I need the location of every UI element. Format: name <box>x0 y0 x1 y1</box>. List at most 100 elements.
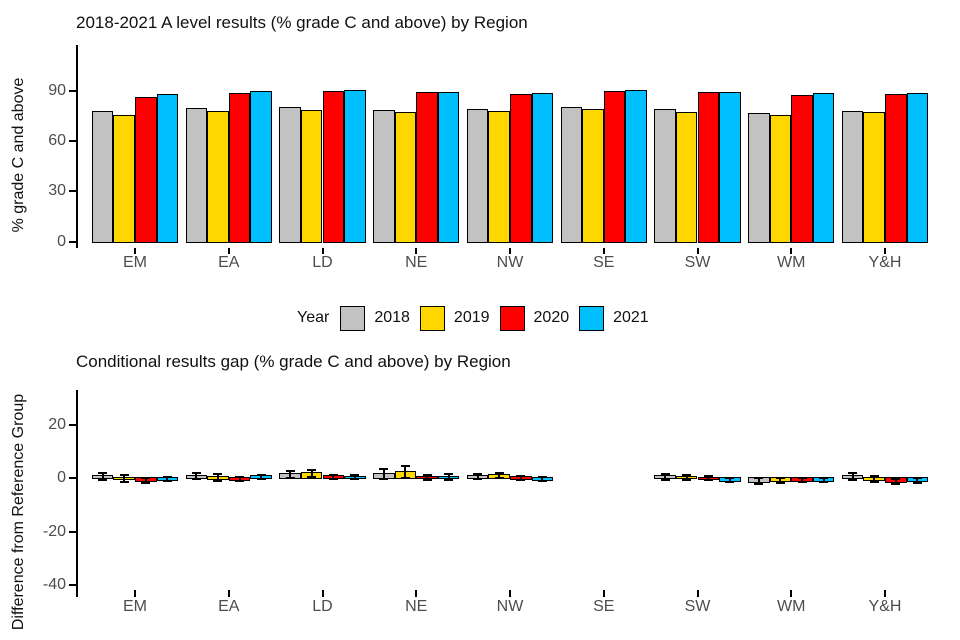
error-bar-2018-LD <box>289 470 292 479</box>
y-tick <box>69 477 76 479</box>
error-cap-top <box>494 471 504 474</box>
error-bar-2019-NE <box>404 466 407 478</box>
x-tick-label: SE <box>593 598 615 615</box>
error-cap-bottom <box>473 478 483 481</box>
error-cap-top <box>119 474 129 477</box>
error-bar-2018-WM <box>757 478 760 485</box>
bar-2020-SW <box>697 92 720 244</box>
bar-2019-EM <box>113 115 135 244</box>
error-cap-bottom <box>703 479 713 482</box>
x-tick-label: NW <box>496 254 524 271</box>
y-tick-label: 0 <box>57 469 66 486</box>
bar-2019-LD <box>300 109 323 244</box>
y-tick-label: 90 <box>48 81 66 99</box>
x-tick <box>602 590 605 597</box>
x-tick-label: SE <box>593 254 615 271</box>
error-cap-bottom <box>891 483 901 486</box>
x-tick <box>696 247 699 254</box>
error-bar-2021-EA <box>260 474 263 480</box>
error-bar-2018-Y&H <box>851 473 854 480</box>
legend-swatch-2020 <box>499 305 525 331</box>
error-bar-2019-Y&H <box>873 476 876 482</box>
error-cap-top <box>775 476 785 479</box>
error-cap-bottom <box>379 478 389 481</box>
error-bar-2021-EM <box>166 476 169 482</box>
error-bar-2020-Y&H <box>894 479 897 485</box>
error-bar-2021-LD <box>353 475 356 480</box>
x-tick <box>134 247 136 254</box>
legend-swatch-2019 <box>419 305 445 331</box>
x-tick-label: SW <box>684 598 711 615</box>
legend-label: 2019 <box>453 309 490 326</box>
x-tick-label: NE <box>405 254 428 271</box>
x-tick-label: EA <box>218 598 240 615</box>
error-cap-top <box>328 473 338 476</box>
error-cap-bottom <box>775 482 785 485</box>
y-tick-label: 30 <box>48 182 66 200</box>
error-cap-bottom <box>848 478 858 481</box>
error-bar-2019-LD <box>310 469 313 477</box>
error-cap-top <box>912 477 922 480</box>
y-tick-label: -40 <box>42 576 66 593</box>
x-tick <box>509 247 511 254</box>
x-tick <box>884 247 886 254</box>
bar-2020-Y&H <box>885 94 907 244</box>
error-cap-top <box>307 468 317 471</box>
bar-2019-SE <box>582 108 604 244</box>
x-tick-label: WM <box>777 254 806 271</box>
x-tick-label: Y&H <box>868 254 902 271</box>
bar-2019-NE <box>394 111 417 244</box>
y-tick-label: -20 <box>42 522 66 540</box>
error-cap-bottom <box>119 481 129 484</box>
error-cap-top <box>400 465 410 468</box>
error-cap-top <box>797 477 807 479</box>
x-tick-label: Y&H <box>868 598 902 615</box>
error-cap-bottom <box>98 478 108 481</box>
bar-2020-EM <box>135 96 157 244</box>
error-cap-bottom <box>494 477 504 479</box>
x-tick <box>884 590 886 597</box>
y-tick-label: 60 <box>48 132 66 150</box>
error-bar-2019-WM <box>779 477 782 484</box>
error-bar-2021-SW <box>728 478 731 482</box>
error-cap-top <box>891 478 901 481</box>
y-tick <box>69 140 76 143</box>
error-cap-bottom <box>912 481 922 484</box>
bar-2018-NE <box>373 110 395 244</box>
error-cap-bottom <box>444 479 454 482</box>
error-cap-top <box>98 471 108 474</box>
y-tick <box>69 423 76 426</box>
x-tick-label: EA <box>218 254 240 271</box>
bar-2021-NW <box>531 92 554 244</box>
x-tick-label: LD <box>312 598 333 615</box>
error-bar-2019-NW <box>498 472 501 478</box>
results-chart-title: 2018-2021 A level results (% grade C and… <box>76 13 528 32</box>
bar-2018-Y&H <box>841 110 864 244</box>
bar-2019-NW <box>488 110 510 244</box>
error-cap-top <box>235 476 245 479</box>
error-cap-bottom <box>235 479 245 482</box>
error-cap-top <box>703 475 713 478</box>
legend-item-2020: 2020 <box>499 305 569 331</box>
error-cap-bottom <box>400 476 410 479</box>
error-cap-top <box>473 472 483 475</box>
error-cap-bottom <box>328 478 338 481</box>
error-bar-2018-SW <box>664 473 667 480</box>
bar-2020-NE <box>416 91 438 244</box>
error-cap-top <box>350 474 360 477</box>
error-cap-bottom <box>797 481 807 484</box>
error-cap-bottom <box>819 481 829 484</box>
x-tick <box>415 247 418 254</box>
error-cap-bottom <box>307 475 317 478</box>
x-tick <box>227 590 230 597</box>
error-cap-bottom <box>537 479 547 482</box>
error-bar-2019-EA <box>216 474 219 482</box>
bar-2020-NW <box>510 93 532 244</box>
y-axis-line <box>76 45 78 248</box>
legend-title: Year <box>297 309 330 326</box>
error-cap-top <box>848 472 858 475</box>
x-tick <box>509 590 511 597</box>
error-cap-top <box>819 477 829 479</box>
error-cap-top <box>379 468 389 471</box>
